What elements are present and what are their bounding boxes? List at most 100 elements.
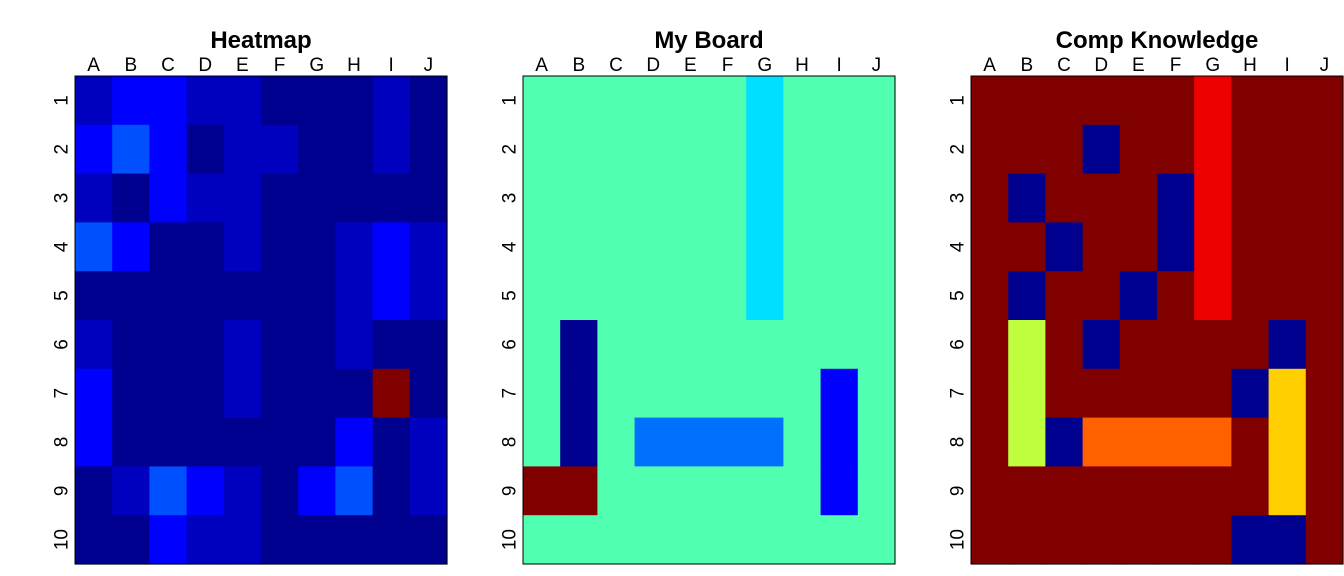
row-tick-label: 10: [500, 529, 521, 550]
heatmap-cell: [1231, 368, 1270, 419]
heatmap-cell: [857, 222, 896, 272]
row-tick-label: 10: [52, 529, 73, 550]
heatmap-cell: [857, 515, 896, 565]
heatmap-cell: [335, 76, 374, 126]
column-tick-label: H: [795, 55, 809, 76]
heatmap-cell: [634, 417, 673, 467]
heatmap-cell: [746, 368, 784, 419]
column-tick-label: F: [1170, 55, 1182, 76]
heatmap-cell: [1082, 222, 1121, 272]
heatmap-cell: [671, 76, 710, 126]
heatmap-cell: [1194, 271, 1232, 321]
row-tick-label: 4: [948, 241, 969, 252]
heatmap-cell: [261, 368, 299, 419]
column-tick-label: I: [1285, 55, 1290, 76]
heatmap-cell: [1157, 222, 1195, 272]
heatmap-cell: [1045, 173, 1084, 223]
heatmap-cell: [783, 515, 822, 565]
heatmap-panel: Heatmap A B C D E F G H I J 1 2 3 4 5 6 7 8 9 10: [52, 27, 448, 565]
heatmap-cell: [298, 124, 336, 175]
heatmap-cell: [783, 173, 822, 223]
heatmap-cell: [1082, 368, 1121, 419]
heatmap-cell: [597, 368, 636, 419]
heatmap-cell: [634, 222, 673, 272]
heatmap-cell: [971, 222, 1009, 272]
heatmap-cell: [671, 320, 710, 370]
heatmap-cell: [971, 515, 1009, 565]
heatmap-cell: [223, 320, 262, 370]
heatmap-cell: [149, 417, 188, 467]
heatmap-cell: [1305, 417, 1344, 467]
heatmap-cell: [671, 222, 710, 272]
heatmap-cell: [335, 124, 374, 175]
heatmap-cell: [1008, 76, 1046, 126]
heatmap-cell: [186, 124, 225, 175]
heatmap-cell: [1231, 466, 1270, 516]
heatmap-cell: [112, 173, 150, 223]
row-tick-label: 1: [948, 95, 969, 106]
heatmap-cell: [149, 173, 188, 223]
row-tick-label: 9: [52, 486, 73, 497]
heatmap-cell: [298, 320, 336, 370]
heatmap-cell: [1268, 320, 1307, 370]
heatmap-cell: [335, 417, 374, 467]
heatmap-cell: [186, 515, 225, 565]
heatmap-cell: [261, 76, 299, 126]
heatmap-cell: [709, 515, 747, 565]
heatmap-cell: [1082, 76, 1121, 126]
heatmap-cell: [1305, 320, 1344, 370]
heatmap-cell: [1194, 417, 1232, 467]
heatmap-cell: [1194, 515, 1232, 565]
heatmap-cell: [1157, 515, 1195, 565]
heatmap-cell: [1008, 368, 1046, 419]
heatmap-cell: [746, 466, 784, 516]
heatmap-cell: [523, 320, 561, 370]
heatmap-cell: [409, 271, 448, 321]
heatmap-cell: [1194, 466, 1232, 516]
heatmap-cell: [671, 515, 710, 565]
heatmap-cell: [820, 271, 859, 321]
column-tick-label: A: [535, 55, 548, 76]
heatmap-cell: [223, 222, 262, 272]
heatmap-cell: [223, 515, 262, 565]
heatmap-cell: [335, 173, 374, 223]
heatmap-cell: [634, 124, 673, 175]
heatmap-cell: [1157, 320, 1195, 370]
heatmap-cell: [709, 124, 747, 175]
column-tick-label: G: [757, 55, 772, 76]
column-tick-label: G: [1205, 55, 1220, 76]
heatmap-cell: [1157, 173, 1195, 223]
heatmap-cell: [746, 76, 784, 126]
heatmap-cell: [746, 222, 784, 272]
heatmap-cell: [409, 76, 448, 126]
heatmap-cell: [261, 515, 299, 565]
heatmap-cell: [1008, 320, 1046, 370]
heatmap-cell: [1268, 417, 1307, 467]
column-tick-label: E: [1132, 55, 1145, 76]
row-tick-label: 5: [948, 290, 969, 301]
heatmap-cell: [298, 466, 336, 516]
heatmap-cell: [149, 368, 188, 419]
row-tick-label: 8: [52, 437, 73, 448]
heatmap-cell: [746, 173, 784, 223]
heatmap-cell: [709, 76, 747, 126]
heatmap-cell: [372, 466, 411, 516]
heatmap-cell: [820, 417, 859, 467]
heatmap-cell: [335, 515, 374, 565]
heatmap-cell: [746, 271, 784, 321]
heatmap-cell: [820, 76, 859, 126]
row-tick-label: 7: [500, 388, 521, 399]
heatmap-cell: [112, 222, 150, 272]
heatmap-cell: [1268, 271, 1307, 321]
column-tick-label: F: [722, 55, 734, 76]
column-tick-label: J: [1320, 55, 1330, 76]
heatmap-cell: [671, 271, 710, 321]
heatmap-cell: [298, 271, 336, 321]
heatmap-cell: [746, 417, 784, 467]
heatmap-cell: [186, 271, 225, 321]
heatmap-cell: [372, 417, 411, 467]
heatmap-cell: [409, 368, 448, 419]
heatmap-cell: [298, 417, 336, 467]
row-tick-label: 4: [52, 241, 73, 252]
heatmap-cell: [971, 271, 1009, 321]
